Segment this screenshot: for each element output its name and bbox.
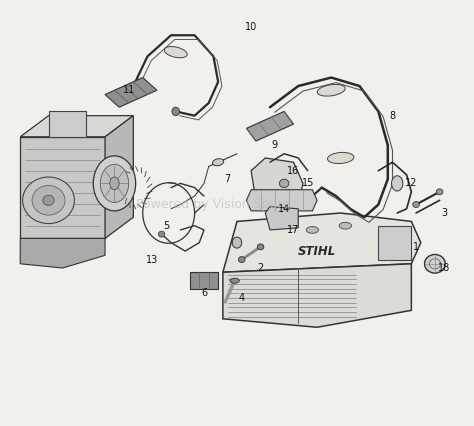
Polygon shape (20, 239, 105, 268)
Text: 11: 11 (122, 85, 135, 95)
Ellipse shape (23, 177, 74, 224)
Ellipse shape (110, 177, 119, 190)
Ellipse shape (425, 254, 445, 273)
Ellipse shape (164, 46, 187, 58)
Polygon shape (105, 115, 133, 239)
Polygon shape (251, 158, 303, 213)
Ellipse shape (279, 179, 289, 187)
Ellipse shape (238, 256, 245, 262)
Polygon shape (246, 112, 293, 141)
Text: 14: 14 (278, 204, 290, 214)
Polygon shape (223, 264, 411, 327)
Polygon shape (190, 272, 218, 289)
Ellipse shape (232, 237, 242, 248)
Text: 3: 3 (441, 208, 447, 218)
Polygon shape (48, 112, 86, 137)
Ellipse shape (172, 107, 180, 115)
Text: 12: 12 (405, 178, 418, 188)
Text: 16: 16 (287, 166, 300, 176)
Polygon shape (265, 207, 298, 230)
Ellipse shape (306, 227, 319, 233)
Ellipse shape (93, 156, 136, 211)
Text: 17: 17 (287, 225, 300, 235)
Ellipse shape (32, 185, 65, 215)
Ellipse shape (213, 159, 224, 166)
Text: 15: 15 (301, 178, 314, 188)
Polygon shape (378, 226, 411, 259)
Text: 6: 6 (201, 288, 207, 298)
Polygon shape (105, 78, 157, 107)
Text: 10: 10 (245, 22, 257, 32)
Text: 5: 5 (163, 221, 169, 231)
Text: 9: 9 (272, 140, 278, 150)
Text: 4: 4 (238, 293, 245, 302)
Text: 13: 13 (146, 255, 158, 265)
Ellipse shape (43, 195, 54, 205)
Ellipse shape (158, 231, 165, 237)
Polygon shape (20, 137, 105, 239)
Text: STIHL: STIHL (298, 245, 336, 258)
Ellipse shape (392, 176, 403, 191)
Polygon shape (246, 190, 317, 211)
Polygon shape (223, 213, 421, 272)
Ellipse shape (257, 244, 264, 250)
Text: Powered by Vision Spare: Powered by Vision Spare (137, 198, 291, 211)
Ellipse shape (339, 222, 352, 229)
Ellipse shape (100, 164, 128, 202)
Text: 7: 7 (225, 174, 231, 184)
Ellipse shape (437, 189, 443, 195)
Ellipse shape (328, 153, 354, 164)
Text: 2: 2 (257, 263, 264, 273)
Text: 1: 1 (413, 242, 419, 252)
Ellipse shape (317, 84, 345, 96)
Ellipse shape (230, 278, 239, 283)
Text: 18: 18 (438, 263, 450, 273)
Polygon shape (20, 115, 133, 137)
Ellipse shape (413, 201, 419, 207)
Text: 8: 8 (390, 111, 396, 121)
